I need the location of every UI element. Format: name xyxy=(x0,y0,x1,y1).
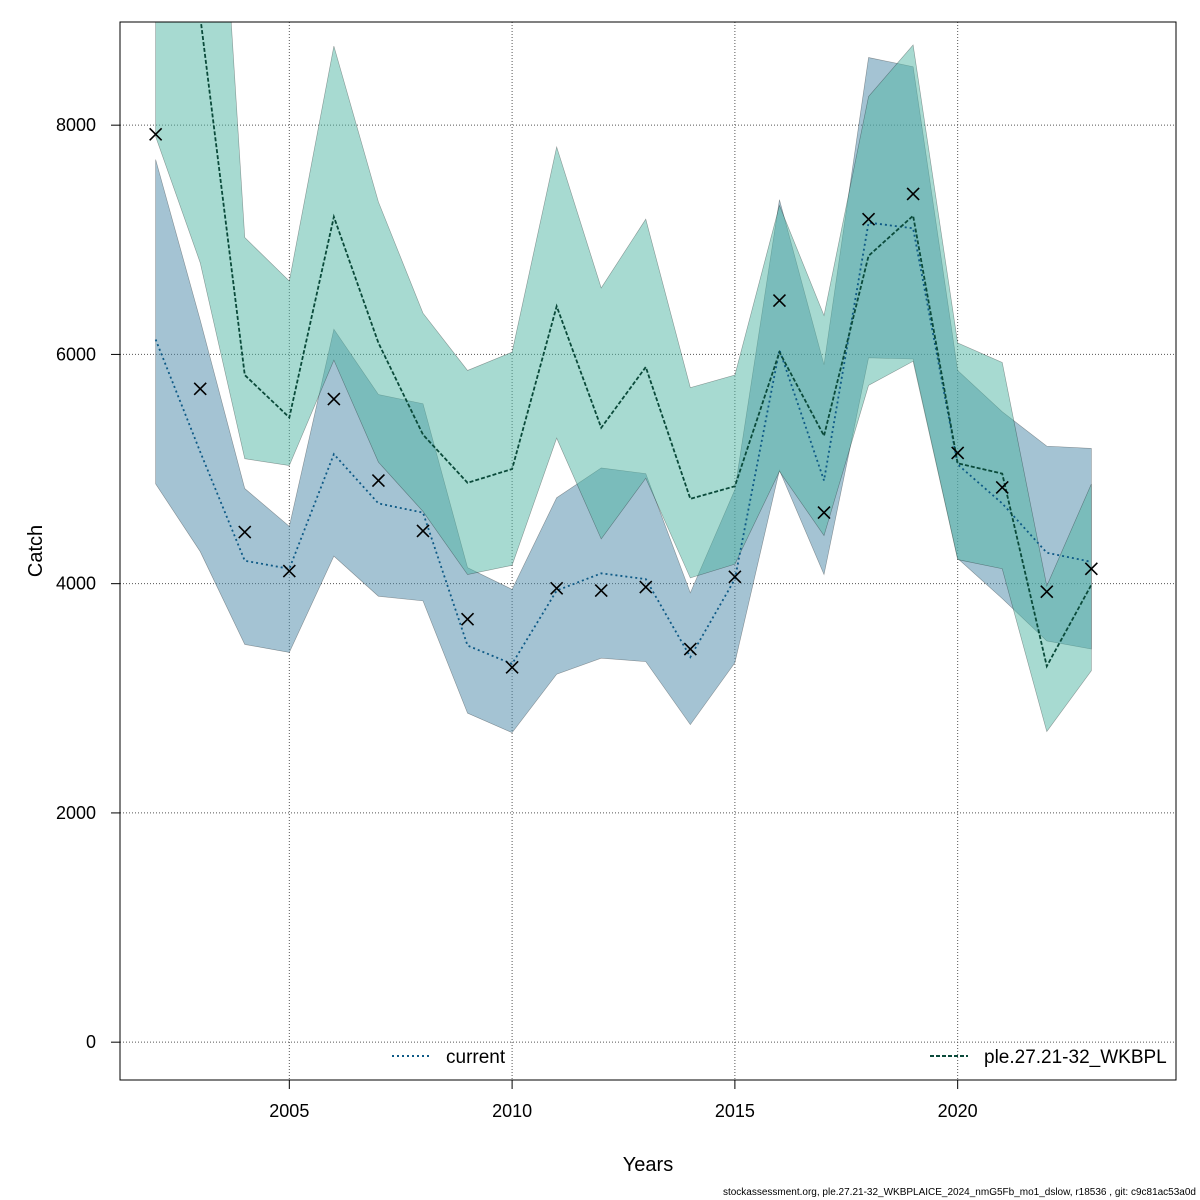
legend-label-1: ple.27.21-32_WKBPL xyxy=(984,1047,1167,1068)
confidence-bands xyxy=(155,22,1092,734)
x-tick-label-2010: 2010 xyxy=(492,1101,532,1121)
footer-credit: stockassessment.org, ple.27.21-32_WKBPLA… xyxy=(722,1187,1196,1198)
observed-marker-2021 xyxy=(995,480,1009,494)
y-tick-label-6000: 6000 xyxy=(56,344,96,364)
observed-marker-2016 xyxy=(772,293,787,308)
legend: current ple.27.21-32_WKBPL xyxy=(392,1047,1167,1068)
series-lines xyxy=(154,22,1093,669)
observed-marker-2005 xyxy=(282,564,296,578)
observed-marker-2014 xyxy=(683,642,697,656)
observed-marker-2010 xyxy=(505,660,519,674)
x-tick-label-2015: 2015 xyxy=(715,1101,755,1121)
observed-marker-2015 xyxy=(728,570,742,584)
y-tick-label-8000: 8000 xyxy=(56,115,96,135)
observed-marker-2023 xyxy=(1084,562,1098,576)
observed-marker-2006 xyxy=(327,392,341,406)
observed-marker-2011 xyxy=(550,581,564,595)
series-line-0 xyxy=(154,221,1092,666)
y-tick-label-4000: 4000 xyxy=(56,574,96,594)
series-line-1 xyxy=(200,22,1093,669)
observed-marker-2003 xyxy=(193,382,207,396)
legend-label-0: current xyxy=(446,1047,506,1068)
observed-marker-2018 xyxy=(861,212,876,226)
observed-marker-2012 xyxy=(594,583,608,598)
x-tick-label-2020: 2020 xyxy=(938,1101,978,1121)
y-tick-label-2000: 2000 xyxy=(56,803,96,823)
y-axis-label: Catch xyxy=(25,525,47,577)
observed-marker-2022 xyxy=(1040,585,1054,599)
observed-marker-2017 xyxy=(817,506,831,520)
observed-marker-2019 xyxy=(906,187,920,201)
observed-marker-2009 xyxy=(460,612,475,626)
y-axis: 0 2000 4000 6000 8000 xyxy=(56,115,120,1052)
x-tick-label-2005: 2005 xyxy=(269,1101,309,1121)
observed-marker-2002 xyxy=(149,127,163,141)
x-axis-label: Years xyxy=(623,1154,673,1176)
observed-marker-2020 xyxy=(951,446,965,460)
observed-marker-2013 xyxy=(639,580,653,594)
observed-markers xyxy=(149,127,1098,674)
observed-marker-2008 xyxy=(416,524,430,538)
plot-frame xyxy=(119,21,1177,1081)
observed-marker-2004 xyxy=(238,525,252,539)
y-tick-label-0: 0 xyxy=(86,1032,96,1052)
band-1 xyxy=(155,22,1092,733)
x-axis: 2005 2010 2015 2020 xyxy=(269,1080,978,1121)
observed-marker-2007 xyxy=(371,473,385,488)
